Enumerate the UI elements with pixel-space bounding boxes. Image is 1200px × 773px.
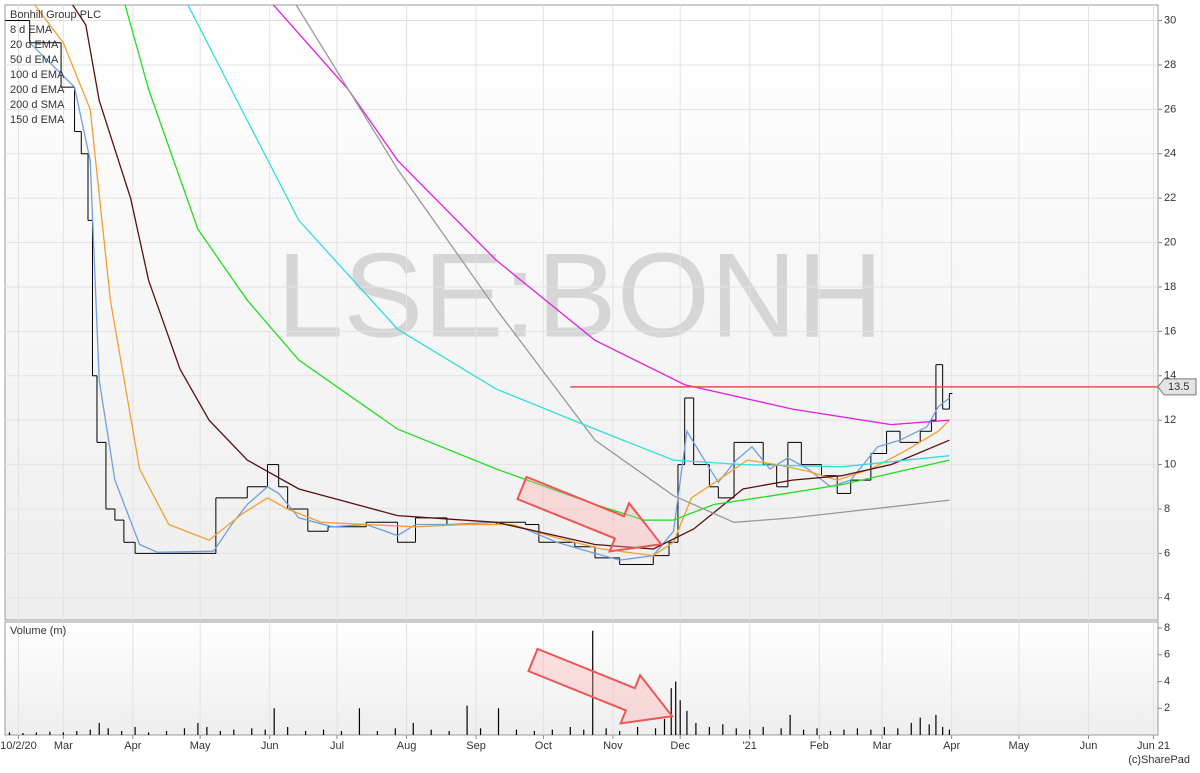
x-tick-label: Aug <box>397 740 417 752</box>
x-tick-label: May <box>190 740 211 752</box>
y-tick-label: 30 <box>1164 14 1176 26</box>
volume-y-tick-label: 8 <box>1164 622 1170 634</box>
x-tick-label: Apr <box>943 740 960 752</box>
y-tick-label: 26 <box>1164 103 1176 115</box>
moving-average-line <box>295 5 950 523</box>
x-tick-label: Dec <box>670 740 690 752</box>
volume-y-tick-label: 2 <box>1164 702 1170 714</box>
y-tick-label: 8 <box>1164 503 1170 515</box>
legend-entry: 20 d EMA <box>10 39 59 51</box>
x-tick-label: 10/2/20 <box>0 740 37 752</box>
x-tick-label: Sep <box>466 740 486 752</box>
annotation-arrows <box>516 475 674 725</box>
arrow <box>527 647 674 725</box>
moving-average-line <box>71 5 950 550</box>
x-tick-label: Jun <box>261 740 279 752</box>
legend-entry: 8 d EMA <box>10 24 53 36</box>
legend-entry: 150 d EMA <box>10 114 65 126</box>
x-tick-label: Jul <box>330 740 344 752</box>
moving-average-line <box>33 5 950 557</box>
x-tick-label: Feb <box>810 740 829 752</box>
x-tick-label: Jun <box>1080 740 1098 752</box>
price-level-label: 13.5 <box>1168 381 1189 393</box>
y-tick-label: 24 <box>1164 148 1176 160</box>
volume-y-tick-label: 4 <box>1164 675 1170 687</box>
moving-average-line <box>187 5 950 468</box>
moving-average-line <box>272 5 950 426</box>
copyright: (c)SharePad <box>1128 754 1190 766</box>
legend-entry: 200 d SMA <box>10 99 65 111</box>
volume-y-tick-label: 6 <box>1164 649 1170 661</box>
legend-entry: 200 d EMA <box>10 84 65 96</box>
x-tick-label: Mar <box>873 740 892 752</box>
y-tick-label: 12 <box>1164 414 1176 426</box>
legend-entry: 50 d EMA <box>10 54 59 66</box>
x-tick-label: Jun 21 <box>1137 740 1170 752</box>
legend-entry: Bonhill Group PLC <box>10 9 101 21</box>
y-tick-label: 10 <box>1164 458 1176 470</box>
price-level-tag <box>1157 378 1197 396</box>
x-tick-label: Mar <box>54 740 73 752</box>
legend-entry: 100 d EMA <box>10 69 65 81</box>
price-panel <box>4 4 1159 621</box>
moving-average-line <box>124 5 950 521</box>
x-tick-label: May <box>1009 740 1030 752</box>
volume-title: Volume (m) <box>10 625 66 637</box>
x-tick-label: '21 <box>743 740 757 752</box>
y-tick-label: 18 <box>1164 281 1176 293</box>
arrow <box>516 475 663 553</box>
y-tick-label: 20 <box>1164 236 1176 248</box>
watermark: LSE:BONH <box>277 229 884 363</box>
x-tick-label: Oct <box>535 740 552 752</box>
volume-panel <box>4 621 1159 736</box>
y-tick-label: 22 <box>1164 192 1176 204</box>
y-tick-label: 16 <box>1164 325 1176 337</box>
y-tick-label: 6 <box>1164 547 1170 559</box>
x-tick-label: Apr <box>124 740 141 752</box>
x-tick-label: Nov <box>603 740 623 752</box>
y-tick-label: 28 <box>1164 59 1176 71</box>
y-tick-label: 4 <box>1164 592 1170 604</box>
